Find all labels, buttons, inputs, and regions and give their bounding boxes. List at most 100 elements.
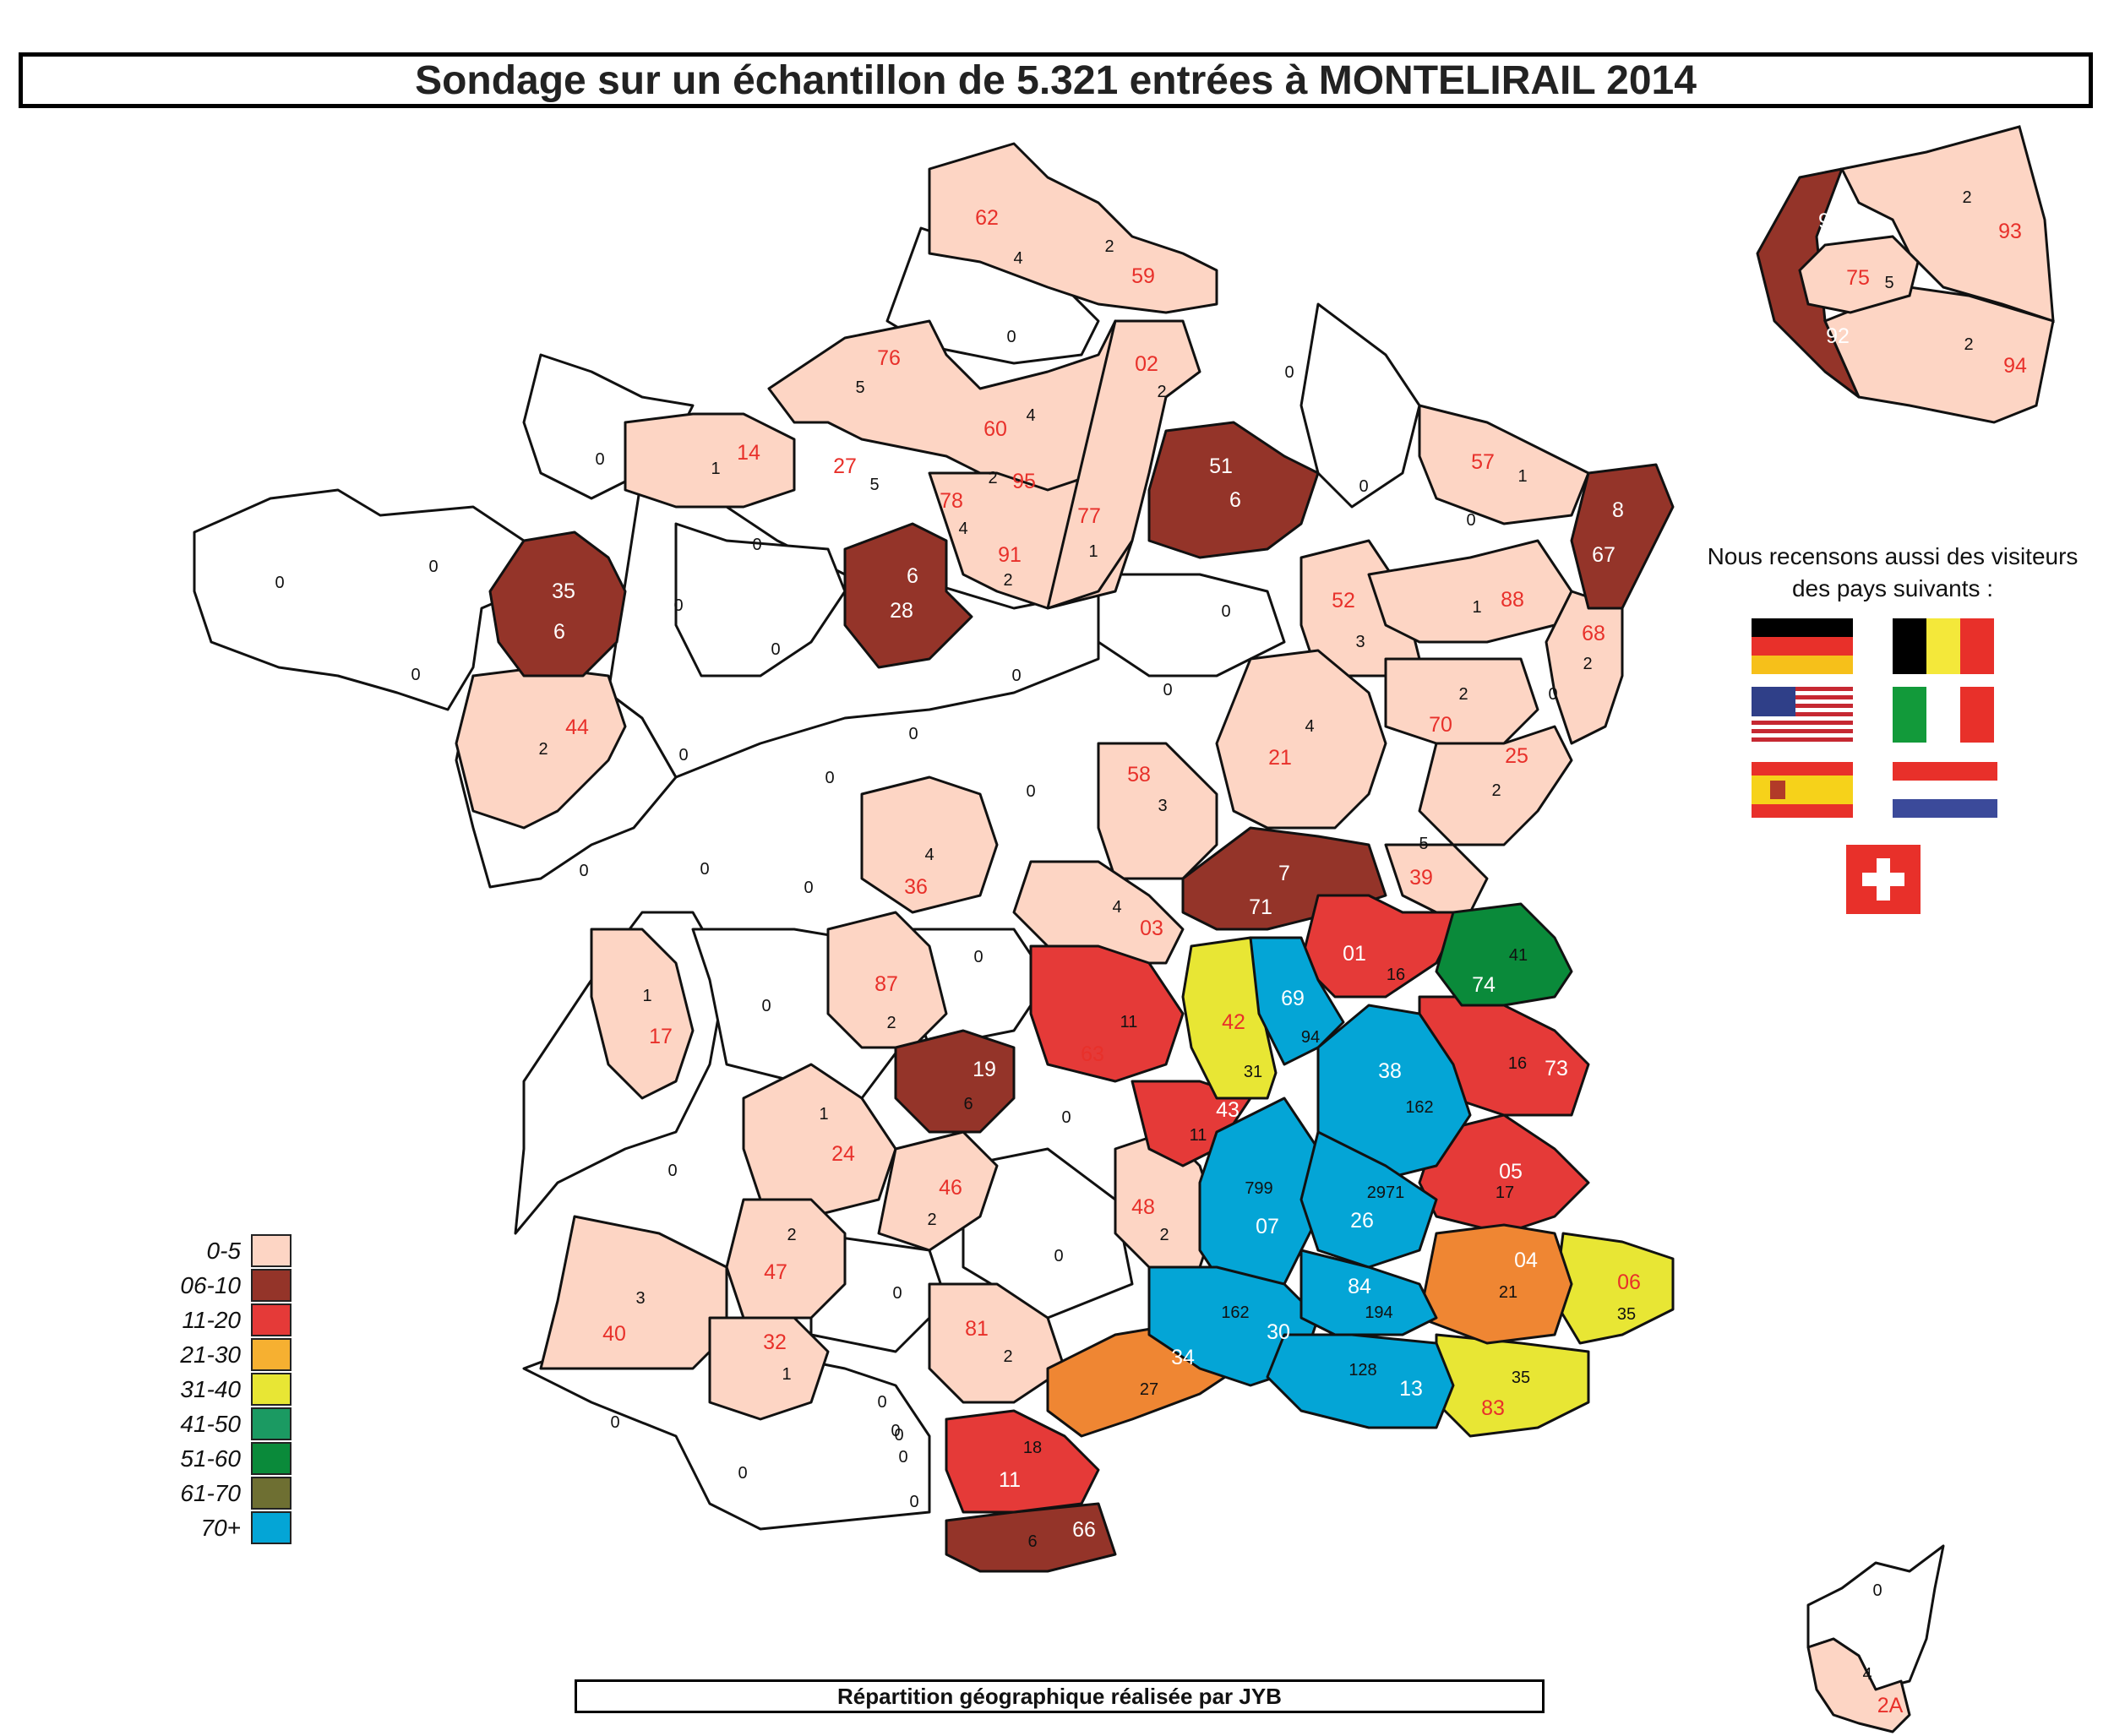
region-paris <box>1798 235 1920 314</box>
dept-count-42: 31 <box>1244 1063 1262 1081</box>
legend-row: 41-50 <box>161 1407 291 1441</box>
dept-code-39: 39 <box>1409 866 1433 890</box>
legend-row: 61-70 <box>161 1476 291 1510</box>
legend-swatch <box>251 1269 291 1302</box>
dept-count-52: 3 <box>1355 633 1365 651</box>
dept-code-57: 57 <box>1471 450 1495 474</box>
dept-count-25: 2 <box>1491 781 1501 800</box>
region-tarn-pink <box>928 1282 1066 1404</box>
dept-code-51: 51 <box>1209 454 1233 478</box>
legend: 0-5 06-10 11-20 21-30 31-40 41-50 51-60 … <box>161 1233 291 1545</box>
zero-label: 0 <box>700 860 709 879</box>
department-labels: 62 4 59 2 76 5 02 2 60 4 14 1 27 5 95 2 … <box>538 188 2027 1717</box>
dept-code-78: 78 <box>940 489 963 513</box>
dept-count-28: 6 <box>907 564 918 588</box>
dept-code-71: 71 <box>1249 895 1272 919</box>
zero-label: 0 <box>804 879 813 897</box>
italy-flag <box>1893 687 1994 743</box>
legend-swatch <box>251 1407 291 1440</box>
dept-count-03: 4 <box>1112 898 1121 917</box>
zero-label: 0 <box>428 558 438 576</box>
dept-count-36: 4 <box>924 846 934 864</box>
dept-code-66: 66 <box>1072 1518 1096 1542</box>
dept-count-95: 2 <box>988 469 997 487</box>
dept-count-11: 18 <box>1023 1439 1042 1457</box>
legend-label: 11-20 <box>182 1306 241 1333</box>
legend-label: 0-5 <box>206 1237 241 1264</box>
zero-label: 0 <box>825 769 834 787</box>
dept-code-63: 63 <box>1081 1042 1104 1066</box>
dept-count-26: 2971 <box>1367 1184 1405 1202</box>
dept-count-67: 8 <box>1612 498 1624 522</box>
zero-label: 0 <box>973 948 983 966</box>
dept-count-38: 162 <box>1405 1098 1433 1117</box>
dept-code-75: 75 <box>1846 266 1870 290</box>
dept-count-44: 2 <box>538 740 548 759</box>
legend-label: 51-60 <box>180 1445 241 1472</box>
dept-code-21: 21 <box>1268 746 1292 770</box>
region-ille-et-vilaine <box>488 531 627 678</box>
dept-count-91: 2 <box>1003 571 1012 590</box>
map-title: Sondage sur un échantillon de 5.321 entr… <box>19 52 2093 108</box>
dept-code-19: 19 <box>973 1058 996 1081</box>
dept-count-47: 2 <box>787 1226 796 1244</box>
dept-code-05: 05 <box>1499 1160 1523 1184</box>
usa-flag <box>1752 687 1853 743</box>
dept-count-83: 35 <box>1512 1369 1530 1387</box>
zero-label: 0 <box>892 1284 902 1303</box>
region-marne <box>1147 421 1320 559</box>
dept-count-58: 3 <box>1158 797 1167 815</box>
dept-code-73: 73 <box>1545 1057 1568 1080</box>
dept-code-88: 88 <box>1501 588 1524 612</box>
paris-inset <box>1798 125 2055 424</box>
zero-label: 0 <box>891 1422 900 1440</box>
dept-code-27: 27 <box>833 454 857 478</box>
dept-code-69: 69 <box>1281 987 1305 1010</box>
dept-count-39: 5 <box>1419 835 1428 853</box>
zero-label: 0 <box>595 450 604 469</box>
dept-count-48: 2 <box>1159 1226 1169 1244</box>
zero-label: 0 <box>1026 782 1035 801</box>
dept-count-75: 5 <box>1884 274 1893 292</box>
region-bouches-du-rhone <box>1266 1333 1455 1429</box>
dept-code-07: 07 <box>1256 1215 1279 1238</box>
dept-count-74: 41 <box>1509 946 1528 965</box>
region-northwest-white <box>193 488 542 711</box>
dept-code-32: 32 <box>763 1331 787 1354</box>
dept-code-38: 38 <box>1378 1059 1402 1083</box>
switzerland-flag <box>1846 845 1921 914</box>
dept-count-05: 17 <box>1496 1184 1514 1202</box>
region-eure-et-loir <box>843 522 973 669</box>
dept-count-19: 6 <box>963 1095 973 1113</box>
spain-flag <box>1752 762 1853 818</box>
legend-swatch <box>251 1511 291 1544</box>
dept-count-73: 16 <box>1508 1054 1527 1073</box>
dept-count-02: 2 <box>1157 383 1166 401</box>
dept-code-34: 34 <box>1171 1346 1195 1369</box>
dept-code-95: 95 <box>1012 470 1036 493</box>
legend-swatch <box>251 1303 291 1336</box>
region-drome <box>1299 1130 1438 1269</box>
dept-count-35: 6 <box>553 620 565 644</box>
dept-count-77: 1 <box>1088 542 1098 561</box>
legend-label: 41-50 <box>180 1410 241 1437</box>
dept-count-24: 1 <box>819 1105 828 1124</box>
dept-count-60: 4 <box>1026 406 1035 425</box>
zero-label: 0 <box>908 725 918 743</box>
zero-label: 0 <box>678 746 688 765</box>
legend-swatch <box>251 1442 291 1475</box>
dept-code-67: 67 <box>1592 543 1615 567</box>
legend-swatch <box>251 1234 291 1267</box>
zero-label: 0 <box>1061 1108 1071 1127</box>
zero-label: 0 <box>771 640 780 659</box>
zero-label: 0 <box>909 1493 918 1511</box>
dept-code-77: 77 <box>1077 504 1101 528</box>
region-haut-rhin-pink <box>1545 590 1624 745</box>
dept-code-68: 68 <box>1582 622 1605 645</box>
dept-code-30: 30 <box>1267 1320 1290 1344</box>
dept-code-62: 62 <box>975 206 999 230</box>
dept-code-94: 94 <box>2003 354 2027 378</box>
dept-code-91: 91 <box>998 543 1022 567</box>
